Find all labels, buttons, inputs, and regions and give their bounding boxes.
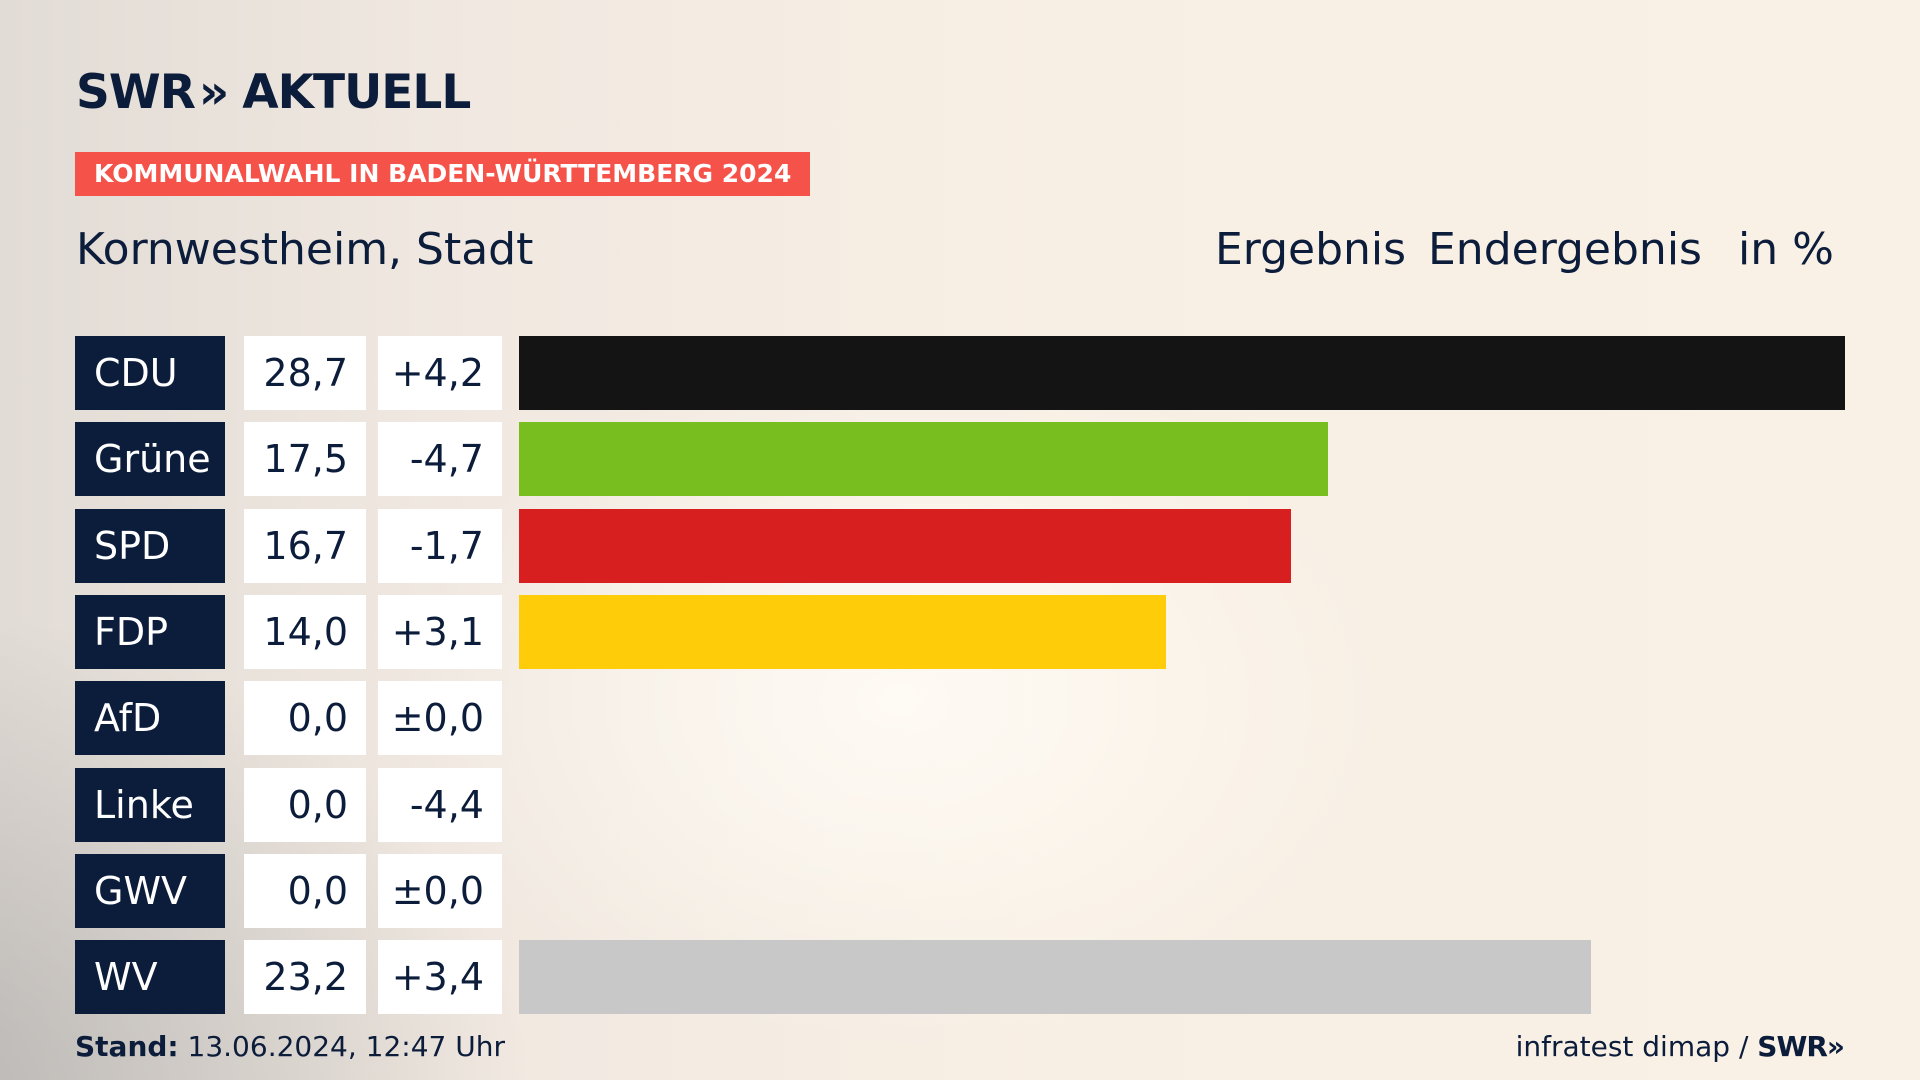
swr-aktuell-logo: SWR » AKTUELL	[76, 62, 471, 122]
party-label: FDP	[75, 594, 225, 669]
bar-grüne	[519, 422, 1328, 497]
party-diff: +3,1	[378, 594, 502, 669]
chart-row-fdp: FDP 14,0 +3,1	[75, 594, 1845, 669]
party-value: 28,7	[244, 336, 366, 410]
header-result: Ergebnis	[1215, 224, 1407, 275]
party-diff: ±0,0	[378, 853, 502, 928]
party-value: 16,7	[244, 508, 366, 583]
chart-row-grüne: Grüne 17,5 -4,7	[75, 422, 1845, 497]
party-value: 23,2	[244, 940, 366, 1015]
bar-wv	[519, 940, 1591, 1015]
source-text: infratest dimap /	[1515, 1030, 1749, 1063]
logo-swr: SWR	[76, 64, 196, 120]
footer-timestamp: Stand: 13.06.2024, 12:47 Uhr	[75, 1030, 505, 1064]
party-label: CDU	[75, 336, 225, 410]
party-value: 14,0	[244, 594, 366, 669]
party-label: GWV	[75, 853, 225, 928]
party-value: 0,0	[244, 853, 366, 928]
party-diff: -4,4	[378, 767, 502, 842]
chart-row-cdu: CDU 28,7 +4,2	[75, 336, 1845, 410]
party-label: Grüne	[75, 422, 225, 497]
party-value: 0,0	[244, 767, 366, 842]
stand-value: 13.06.2024, 12:47 Uhr	[187, 1030, 505, 1063]
stand-label: Stand:	[75, 1030, 179, 1063]
region-title: Kornwestheim, Stadt	[76, 224, 534, 275]
party-value: 17,5	[244, 422, 366, 497]
chart-row-afd: AfD 0,0 ±0,0	[75, 681, 1845, 756]
party-label: AfD	[75, 681, 225, 756]
party-diff: +3,4	[378, 940, 502, 1015]
party-diff: +4,2	[378, 336, 502, 410]
chart-row-linke: Linke 0,0 -4,4	[75, 767, 1845, 842]
party-diff: ±0,0	[378, 681, 502, 756]
logo-chevron-icon: »	[198, 64, 229, 120]
party-label: SPD	[75, 508, 225, 583]
chart-row-spd: SPD 16,7 -1,7	[75, 508, 1845, 583]
party-label: Linke	[75, 767, 225, 842]
bar-cdu	[519, 336, 1845, 410]
footer-source: infratest dimap / SWR»	[1515, 1030, 1845, 1064]
header-unit: in %	[1738, 224, 1834, 275]
header-status: Endergebnis	[1428, 224, 1702, 275]
party-label: WV	[75, 940, 225, 1015]
party-value: 0,0	[244, 681, 366, 756]
bar-fdp	[519, 594, 1166, 669]
logo-aktuell: AKTUELL	[242, 64, 471, 120]
bar-spd	[519, 508, 1291, 583]
party-diff: -1,7	[378, 508, 502, 583]
party-diff: -4,7	[378, 422, 502, 497]
source-brand: SWR»	[1757, 1030, 1845, 1063]
chart-row-wv: WV 23,2 +3,4	[75, 940, 1845, 1015]
election-kicker: KOMMUNALWAHL IN BADEN-WÜRTTEMBERG 2024	[75, 152, 811, 196]
chart-row-gwv: GWV 0,0 ±0,0	[75, 853, 1845, 928]
